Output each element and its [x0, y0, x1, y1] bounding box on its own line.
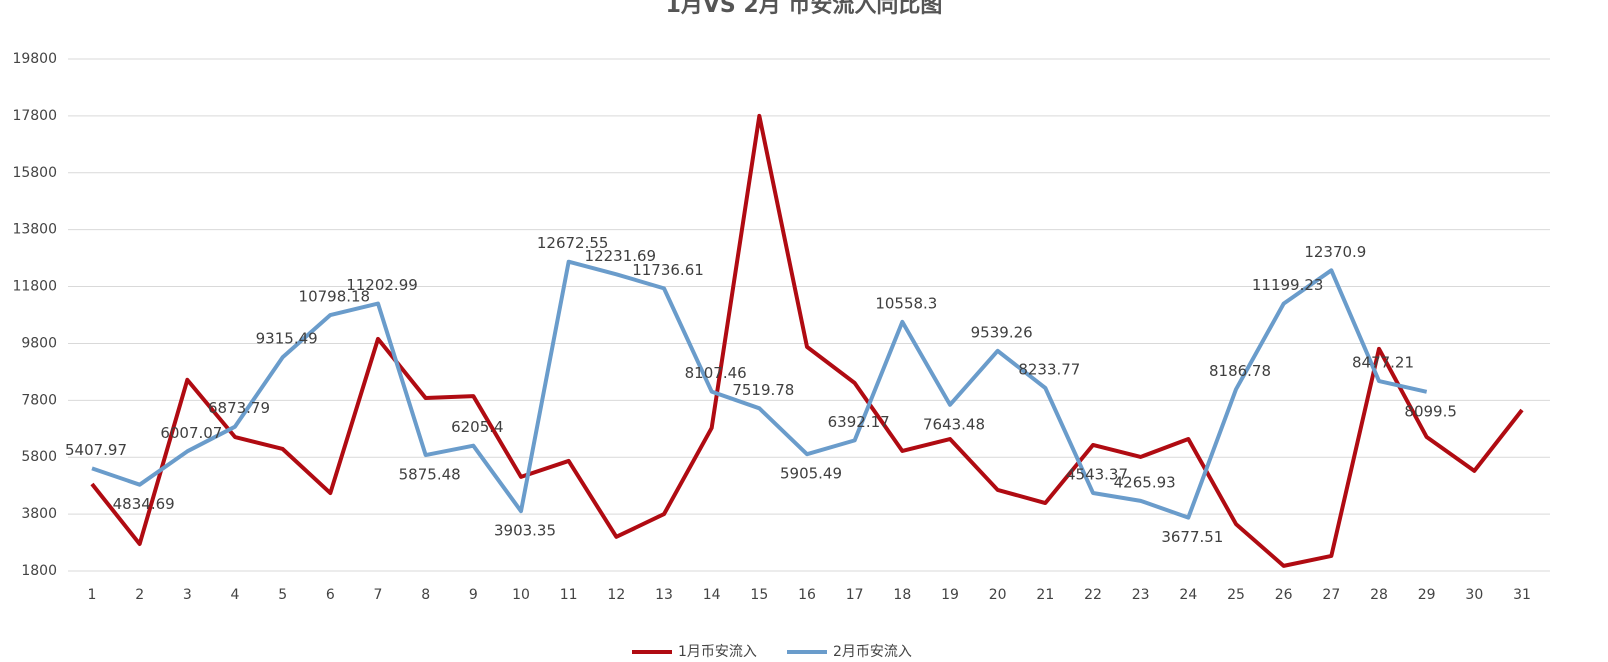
x-tick-label: 6 [326, 587, 335, 603]
x-tick-label: 17 [846, 587, 864, 603]
data-label: 6205.4 [451, 418, 504, 436]
y-tick-label: 3800 [21, 506, 57, 522]
data-label: 6873.79 [208, 399, 270, 417]
data-label: 8099.5 [1404, 402, 1457, 420]
x-tick-label: 29 [1418, 587, 1436, 603]
y-tick-label: 1800 [21, 563, 57, 579]
data-label: 6392.17 [828, 413, 890, 431]
x-tick-label: 13 [655, 587, 673, 603]
x-tick-label: 7 [374, 587, 383, 603]
y-tick-label: 13800 [12, 222, 57, 238]
data-label: 9539.26 [971, 323, 1033, 341]
data-label: 4543.37 [1066, 465, 1128, 483]
x-tick-label: 2 [135, 587, 144, 603]
data-label: 8477.21 [1352, 354, 1414, 372]
y-tick-label: 11800 [12, 279, 57, 295]
x-tick-label: 21 [1036, 587, 1054, 603]
x-tick-label: 1 [88, 587, 97, 603]
data-label: 11736.61 [632, 261, 704, 279]
data-label: 12370.9 [1304, 243, 1366, 261]
x-tick-label: 11 [560, 587, 578, 603]
data-label: 11202.99 [346, 276, 418, 294]
y-tick-label: 7800 [21, 392, 57, 408]
data-label: 5875.48 [399, 466, 461, 484]
x-tick-label: 8 [421, 587, 430, 603]
data-label: 12672.55 [537, 234, 609, 252]
data-label: 11199.23 [1252, 276, 1324, 294]
x-tick-label: 15 [750, 587, 768, 603]
legend-label: 1月币安流入 [678, 644, 757, 660]
x-tick-label: 9 [469, 587, 478, 603]
data-label: 9315.49 [256, 330, 318, 348]
x-tick-label: 23 [1132, 587, 1150, 603]
x-tick-label: 3 [183, 587, 192, 603]
x-tick-label: 20 [989, 587, 1007, 603]
data-label: 7519.78 [732, 381, 794, 399]
data-label: 6007.07 [160, 424, 222, 442]
x-tick-label: 12 [607, 587, 625, 603]
x-tick-label: 24 [1179, 587, 1197, 603]
data-label: 5407.97 [65, 441, 127, 459]
y-tick-label: 19800 [12, 51, 57, 67]
legend-label: 2月币安流入 [833, 644, 912, 660]
x-tick-label: 4 [231, 587, 240, 603]
x-tick-label: 10 [512, 587, 530, 603]
x-tick-label: 5 [278, 587, 287, 603]
data-label: 4265.93 [1114, 473, 1176, 491]
data-label: 10798.18 [299, 288, 371, 306]
chart-title: 1月VS 2月 币安流入同比图 [666, 0, 943, 18]
data-label: 7643.48 [923, 415, 985, 433]
data-label: 8186.78 [1209, 362, 1271, 380]
x-tick-label: 22 [1084, 587, 1102, 603]
x-tick-label: 28 [1370, 587, 1388, 603]
y-tick-label: 15800 [12, 165, 57, 181]
y-tick-label: 9800 [21, 335, 57, 351]
y-tick-label: 17800 [12, 108, 57, 124]
data-label: 3677.51 [1161, 528, 1223, 546]
series-line [91, 259, 1428, 520]
x-tick-label: 25 [1227, 587, 1245, 603]
data-label: 5905.49 [780, 465, 842, 483]
data-label: 4834.69 [113, 495, 175, 513]
data-label: 8233.77 [1018, 360, 1080, 378]
x-tick-label: 30 [1465, 587, 1483, 603]
data-label: 8107.46 [685, 364, 747, 382]
data-label: 10558.3 [875, 294, 937, 312]
x-tick-label: 31 [1513, 587, 1531, 603]
y-tick-label: 5800 [21, 449, 57, 465]
series-line [90, 113, 1524, 568]
x-tick-label: 16 [798, 587, 816, 603]
data-label: 12231.69 [585, 247, 657, 265]
x-tick-label: 27 [1322, 587, 1340, 603]
x-tick-label: 18 [893, 587, 911, 603]
data-label: 3903.35 [494, 522, 556, 540]
x-tick-label: 14 [703, 587, 721, 603]
x-tick-label: 26 [1275, 587, 1293, 603]
x-tick-label: 19 [941, 587, 959, 603]
